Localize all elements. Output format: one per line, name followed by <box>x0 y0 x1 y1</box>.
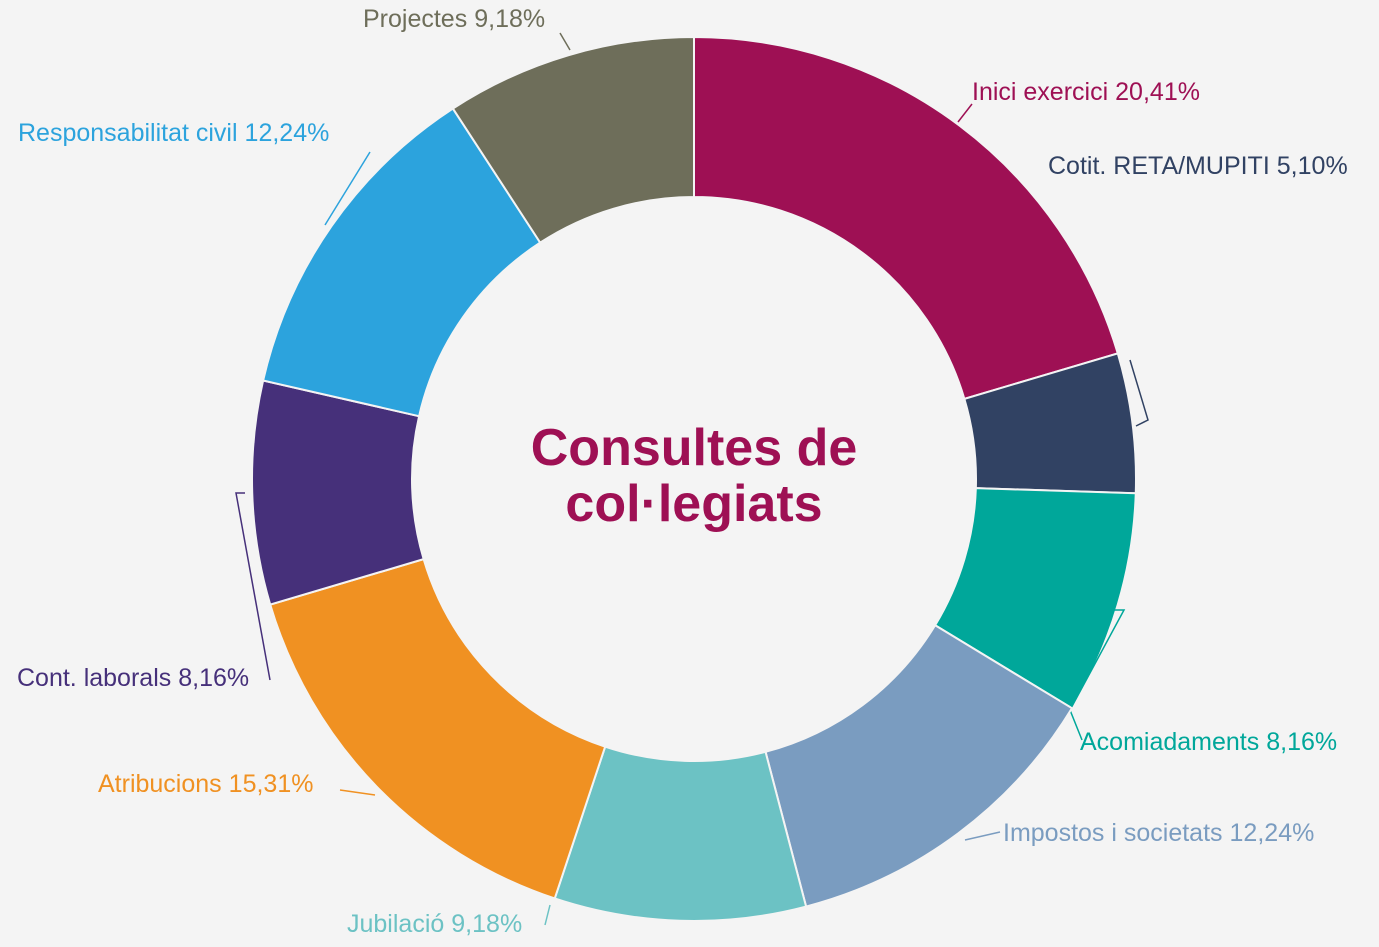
slice-category: Acomiadaments <box>1080 728 1259 756</box>
slice-value-label: 20,41% <box>1115 78 1200 106</box>
slice-value-label: 8,16% <box>1266 728 1337 756</box>
slice-category: Inici exercici <box>972 78 1108 106</box>
leader-line <box>339 789 376 796</box>
slice-value-label: 15,31% <box>229 770 314 798</box>
slice-category: Atribucions <box>98 770 222 798</box>
slice-value-label: 5,10% <box>1277 152 1348 180</box>
donut-segment <box>268 557 607 900</box>
leader-line <box>957 103 973 123</box>
slice-category: Projectes <box>363 5 467 33</box>
slice-value-label: 9,18% <box>474 5 545 33</box>
donut-segment <box>693 35 1120 401</box>
slice-category: Jubilació <box>347 910 444 938</box>
slice-label: Cotit. RETA/MUPITI 5,10% <box>1048 152 1348 180</box>
chart-title: Consultes de col·legiats <box>530 419 858 533</box>
slice-label: Responsabilitat civil 12,24% <box>18 119 329 147</box>
leader-line <box>324 151 371 226</box>
slice-label: Acomiadaments 8,16% <box>1080 728 1337 756</box>
leader-line <box>544 904 551 926</box>
slice-label: Cont. laborals 8,16% <box>17 664 249 692</box>
slice-value-label: 8,16% <box>178 664 249 692</box>
slice-category: Cotit. RETA/MUPITI <box>1048 152 1270 180</box>
slice-category: Impostos i societats <box>1003 819 1223 847</box>
slice-label: Atribucions 15,31% <box>98 770 313 798</box>
slice-label: Impostos i societats 12,24% <box>1003 819 1314 847</box>
slice-value-label: 12,24% <box>1230 819 1315 847</box>
leader-line <box>235 492 271 681</box>
donut-segment <box>451 35 695 245</box>
leader-line <box>964 831 1001 841</box>
slice-label: Jubilació 9,18% <box>347 910 522 938</box>
leader-line <box>1129 359 1149 427</box>
slice-value-label: 12,24% <box>245 119 330 147</box>
slice-category: Responsabilitat civil <box>18 119 238 147</box>
slice-label: Inici exercici 20,41% <box>972 78 1200 106</box>
slice-value-label: 9,18% <box>451 910 522 938</box>
slice-category: Cont. laborals <box>17 664 171 692</box>
leader-line <box>559 32 571 51</box>
leader-line <box>1069 609 1126 741</box>
slice-label: Projectes 9,18% <box>363 5 545 33</box>
